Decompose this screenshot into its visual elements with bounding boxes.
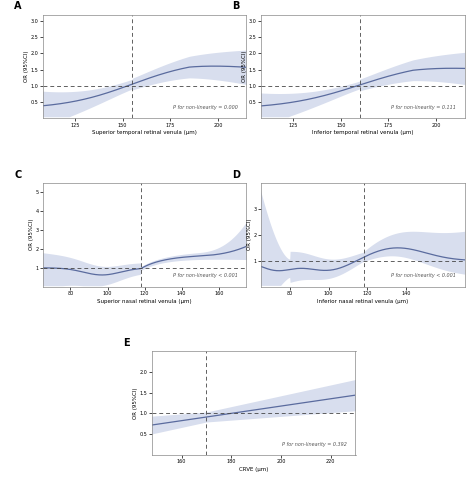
X-axis label: Inferior nasal retinal venula (μm): Inferior nasal retinal venula (μm) <box>317 299 408 303</box>
Text: P for non-linearity < 0.001: P for non-linearity < 0.001 <box>173 273 238 278</box>
Text: P for non-linearity = 0.392: P for non-linearity = 0.392 <box>283 441 347 447</box>
Y-axis label: OR (95%CI): OR (95%CI) <box>242 51 247 82</box>
X-axis label: Inferior temporal retinal venula (μm): Inferior temporal retinal venula (μm) <box>312 130 413 136</box>
Text: C: C <box>14 170 21 180</box>
Text: D: D <box>232 170 240 180</box>
Text: P for non-linearity < 0.001: P for non-linearity < 0.001 <box>392 273 456 278</box>
X-axis label: Superior temporal retinal venula (μm): Superior temporal retinal venula (μm) <box>92 130 197 136</box>
Text: P for non-linearity = 0.000: P for non-linearity = 0.000 <box>173 105 238 110</box>
X-axis label: CRVE (μm): CRVE (μm) <box>239 467 268 472</box>
Y-axis label: OR (95%CI): OR (95%CI) <box>247 219 252 251</box>
Text: P for non-linearity = 0.111: P for non-linearity = 0.111 <box>392 105 456 110</box>
Y-axis label: OR (95%CI): OR (95%CI) <box>133 387 138 419</box>
X-axis label: Superior nasal retinal venula (μm): Superior nasal retinal venula (μm) <box>97 299 192 303</box>
Y-axis label: OR (95%CI): OR (95%CI) <box>24 51 29 82</box>
Y-axis label: OR (95%CI): OR (95%CI) <box>29 219 34 251</box>
Text: B: B <box>232 1 239 12</box>
Text: E: E <box>123 338 130 348</box>
Text: A: A <box>14 1 22 12</box>
